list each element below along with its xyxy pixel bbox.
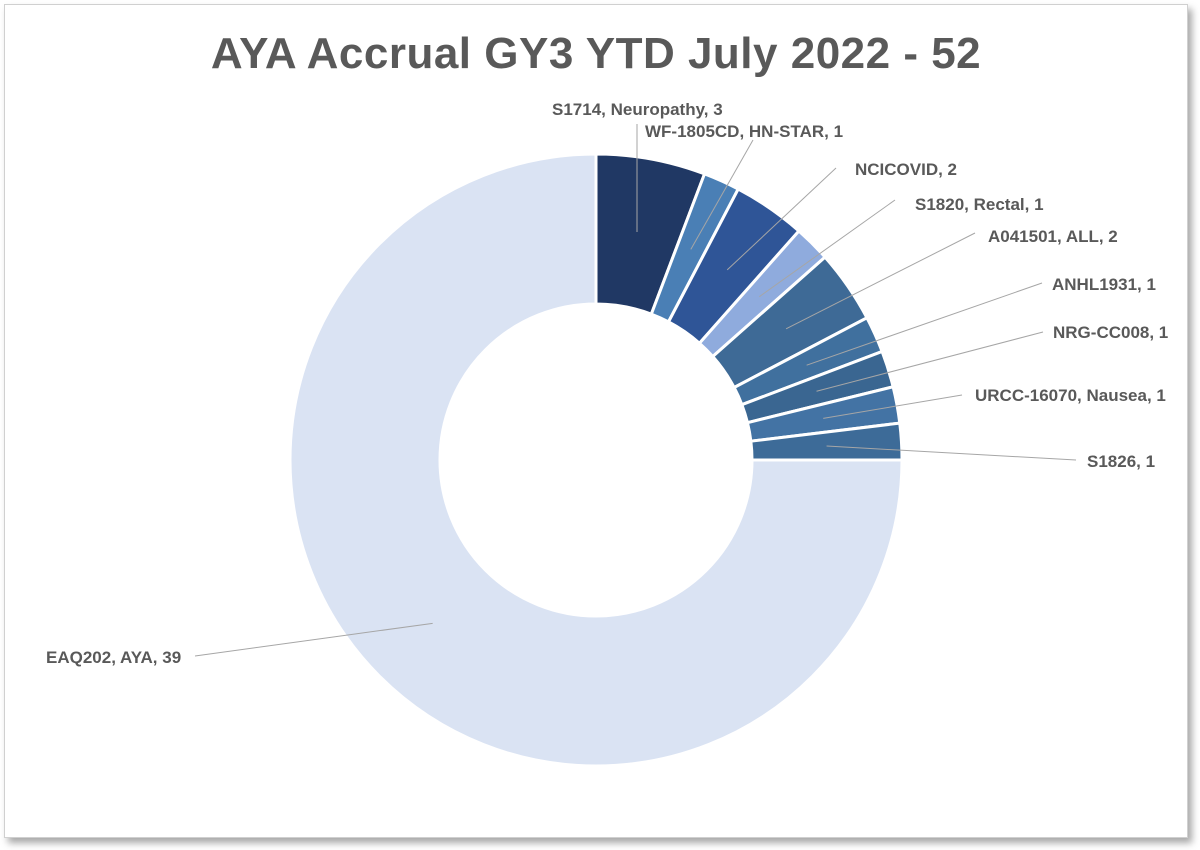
leader-line bbox=[823, 394, 963, 419]
leader-line bbox=[826, 445, 1077, 461]
slice-group bbox=[288, 152, 904, 768]
leader-line bbox=[785, 232, 976, 330]
data-label: NRG-CC008, 1 bbox=[1053, 323, 1168, 342]
data-label: EAQ202, AYA, 39 bbox=[46, 648, 181, 667]
data-label: A041501, ALL, 2 bbox=[988, 227, 1118, 246]
data-label: NCICOVID, 2 bbox=[855, 160, 957, 179]
data-label: WF-1805CD, HN-STAR, 1 bbox=[645, 122, 843, 141]
leader-line bbox=[759, 199, 896, 298]
data-label: S1820, Rectal, 1 bbox=[915, 195, 1044, 214]
slice-eaq202 bbox=[288, 152, 904, 768]
leader-line-group bbox=[194, 124, 1077, 657]
chart-title: AYA Accrual GY3 YTD July 2022 - 52 bbox=[210, 29, 982, 78]
data-label: URCC-16070, Nausea, 1 bbox=[975, 386, 1166, 405]
data-label: ANHL1931, 1 bbox=[1052, 275, 1156, 294]
leader-line bbox=[690, 139, 754, 250]
data-label: S1714, Neuropathy, 3 bbox=[552, 100, 723, 119]
leader-line bbox=[806, 282, 1043, 366]
leader-line bbox=[726, 167, 837, 271]
leader-line bbox=[816, 331, 1044, 392]
data-label: S1826, 1 bbox=[1087, 452, 1155, 471]
leader-line bbox=[194, 622, 433, 657]
label-group: S1714, Neuropathy, 3 WF-1805CD, HN-STAR, … bbox=[46, 100, 1168, 667]
